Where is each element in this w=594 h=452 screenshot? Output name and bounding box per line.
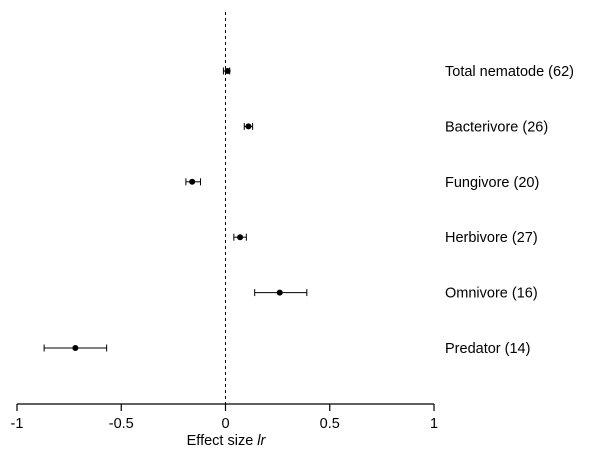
data-point xyxy=(224,68,231,74)
category-label: Total nematode (62) xyxy=(445,64,574,80)
category-label: Omnivore (16) xyxy=(445,286,538,302)
x-tick-label: 0 xyxy=(221,416,229,432)
category-labels: Total nematode (62) Bacterivore (26) Fungi… xyxy=(445,64,574,357)
data-point xyxy=(237,234,244,241)
data-point xyxy=(189,178,196,185)
data-points xyxy=(72,68,283,351)
x-tick-label: 0.5 xyxy=(320,416,340,432)
category-label: Fungivore (20) xyxy=(445,175,539,191)
x-tick-label: 1 xyxy=(430,416,438,432)
x-tick-label: -1 xyxy=(11,416,24,432)
x-tick-labels: -1 -0.5 0 0.5 1 xyxy=(11,416,438,432)
x-ticks xyxy=(16,404,435,411)
x-tick-label: -0.5 xyxy=(109,416,134,432)
x-axis-title-main: Effect size xyxy=(187,433,258,449)
category-label: Predator (14) xyxy=(445,341,530,357)
x-axis-title-italic: lr xyxy=(257,433,266,449)
category-label: Bacterivore (26) xyxy=(445,119,548,135)
data-point xyxy=(245,123,252,130)
error-bars xyxy=(43,67,308,352)
category-label: Herbivore (27) xyxy=(445,230,538,246)
x-axis-title: Effect size lr xyxy=(187,433,267,449)
data-point xyxy=(72,345,79,351)
data-point xyxy=(276,289,283,296)
